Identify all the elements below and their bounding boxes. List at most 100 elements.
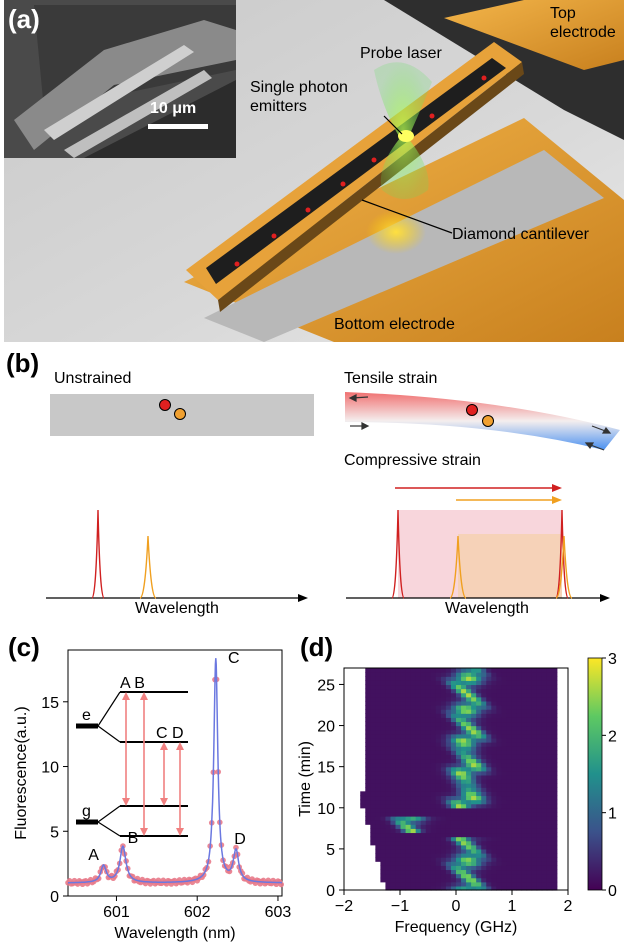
heatmap-cell <box>385 861 392 866</box>
heatmap-cell <box>521 721 528 727</box>
heatmap-cell <box>506 692 513 698</box>
heatmap-cell <box>466 881 472 887</box>
heatmap-cell <box>440 696 447 702</box>
heatmap-cell <box>486 668 492 673</box>
heatmap-cell <box>536 713 543 718</box>
heatmap-cell <box>415 754 422 760</box>
heatmap-cell <box>456 717 462 723</box>
heatmap-cell <box>481 754 487 760</box>
heatmap-cell <box>450 725 457 731</box>
heatmap-cell <box>491 861 497 866</box>
heatmap-cell <box>506 885 513 891</box>
heatmap-cell <box>375 853 381 858</box>
heatmap-cell <box>531 700 538 706</box>
heatmap-cell <box>395 742 402 747</box>
heatmap-cell <box>435 779 442 784</box>
heatmap-cell <box>496 774 502 780</box>
level-label-AB: A B <box>120 675 145 692</box>
heatmap-cell <box>531 820 538 825</box>
heatmap-cell <box>405 799 412 805</box>
heatmap-cell <box>526 881 533 887</box>
heatmap-cell <box>476 787 482 792</box>
heatmap-cell <box>496 824 502 829</box>
heatmap-cell <box>501 713 507 718</box>
heatmap-cell <box>511 742 518 747</box>
heatmap-cell <box>425 680 432 686</box>
heatmap-cell <box>410 700 417 706</box>
heatmap-cell <box>385 696 392 702</box>
heatmap-cell <box>410 791 417 797</box>
heatmap-cell <box>365 758 371 764</box>
heatmap-cell <box>476 820 482 825</box>
heatmap-cell <box>456 807 462 813</box>
heatmap-cell <box>400 820 407 825</box>
colorbar-tick-label: 1 <box>608 806 617 823</box>
heatmap-cell <box>445 807 452 813</box>
heatmap-cell <box>471 816 477 821</box>
heatmap-cell <box>380 848 387 854</box>
heatmap-cell <box>506 869 513 875</box>
heatmap-cell <box>450 828 457 834</box>
heatmap-cell <box>471 692 477 698</box>
heatmap-cell <box>546 820 553 825</box>
heatmap-cell <box>410 709 417 714</box>
heatmap-cell <box>445 816 452 821</box>
heatmap-cell <box>501 799 507 805</box>
heatmap-cell <box>516 853 523 858</box>
heatmap-cell <box>526 696 533 702</box>
heatmap-cell <box>551 737 558 743</box>
heatmap-cell <box>511 754 518 760</box>
heatmap-cell <box>466 820 472 825</box>
heatmap-cell <box>486 885 492 891</box>
heatmap-cell <box>380 779 387 784</box>
heatmap-cell <box>400 803 407 809</box>
heatmap-cell <box>415 733 422 739</box>
heatmap-cell <box>456 737 462 743</box>
heatmap-cell <box>496 742 502 747</box>
heatmap-cell <box>410 766 417 772</box>
heatmap-cell <box>491 857 497 862</box>
heatmap-cell <box>445 844 452 850</box>
heatmap-cell <box>400 717 407 723</box>
heatmap-cell <box>536 832 543 838</box>
heatmap-cell <box>531 713 538 718</box>
heatmap-cell <box>385 692 392 698</box>
heatmap-cell <box>476 762 482 768</box>
heatmap-cell <box>471 762 477 768</box>
heatmap-cell <box>420 746 427 751</box>
heatmap-cell <box>440 700 447 706</box>
heatmap-cell <box>501 672 507 677</box>
heatmap-cell <box>546 857 553 862</box>
heatmap-cell <box>410 688 417 694</box>
heatmap-cell <box>516 811 523 817</box>
heatmap-cell <box>461 857 467 862</box>
heatmap-cell <box>370 820 376 825</box>
heatmap-cell <box>385 676 392 681</box>
heatmap-cell <box>511 746 518 751</box>
heatmap-cell <box>496 877 502 883</box>
heatmap-cell <box>526 750 533 755</box>
heatmap-cell <box>466 869 472 875</box>
heatmap-cell <box>541 696 548 702</box>
heatmap-cell <box>551 774 558 780</box>
heatmap-cell <box>375 709 381 714</box>
heatmap-cell <box>456 750 462 755</box>
heatmap-cell <box>375 791 381 797</box>
heatmap-cell <box>541 676 548 681</box>
heatmap-cell <box>435 696 442 702</box>
heatmap-cell <box>365 799 371 805</box>
heatmap-cell <box>430 803 437 809</box>
heatmap-cell <box>531 877 538 883</box>
heatmap-cell <box>440 857 447 862</box>
heatmap-cell <box>491 721 497 727</box>
heatmap-cell <box>486 820 492 825</box>
level-split <box>97 691 121 727</box>
heatmap-cell <box>471 766 477 772</box>
heatmap-cell <box>395 840 402 846</box>
heatmap-cell <box>526 811 533 817</box>
heatmap-cell <box>496 750 502 755</box>
heatmap-cell <box>435 820 442 825</box>
heatmap-cell <box>501 779 507 784</box>
heatmap-cell <box>521 692 528 698</box>
